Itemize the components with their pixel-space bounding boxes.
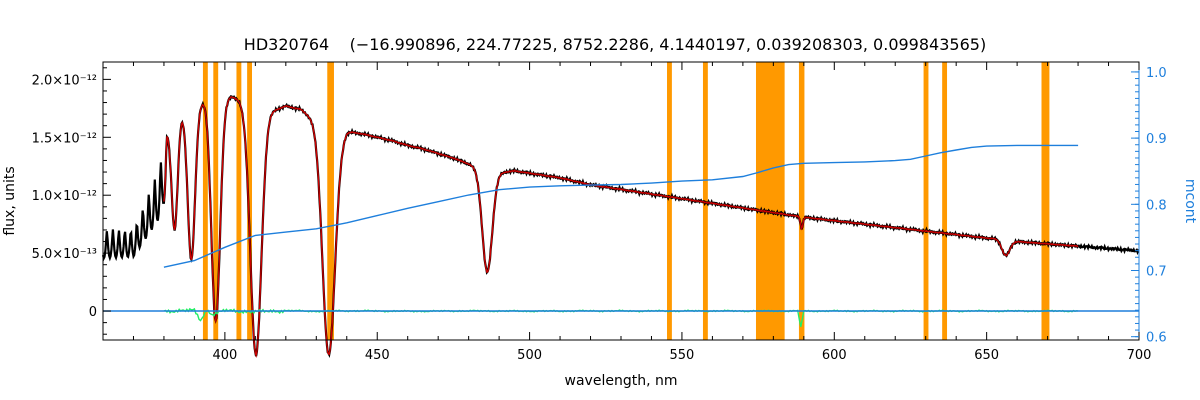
y-axis-label: flux, units <box>2 166 18 235</box>
plot-frame <box>102 61 1140 341</box>
chart-title: HD320764 (−16.990896, 224.77225, 8752.22… <box>244 35 986 54</box>
x-tick-label: 450 <box>365 348 390 363</box>
masked-region <box>923 62 929 340</box>
masked-region <box>942 62 948 340</box>
x-tick-label: 650 <box>974 348 999 363</box>
y2-axis-ticks: 0.6 0.7 0.8 0.9 1.0 <box>1131 66 1167 346</box>
masked-region <box>247 62 253 340</box>
x-axis-ticks: 400 450 500 550 600 650 700 <box>132 62 1152 363</box>
masked-region <box>1041 62 1050 340</box>
masked-region <box>667 62 672 340</box>
masked-region <box>798 62 805 340</box>
y-tick-label: 0 <box>89 305 97 320</box>
x-tick-label: 500 <box>517 348 542 363</box>
masked-region <box>327 62 334 340</box>
series-line <box>101 95 1140 358</box>
series-line <box>163 96 1079 359</box>
y-axis-ticks: 0 5.0×10⁻¹³ 1.0×10⁻¹² 1.5×10⁻¹² 2.0×10⁻¹² <box>32 67 111 335</box>
y2-tick-label: 0.7 <box>1146 265 1167 280</box>
masked-regions <box>202 62 1050 340</box>
masked-region <box>213 62 219 340</box>
masked-region <box>236 62 242 340</box>
masked-region <box>202 62 208 340</box>
y2-axis-label: mcont <box>1182 179 1198 224</box>
y2-tick-label: 0.8 <box>1146 198 1167 213</box>
masked-region <box>755 62 785 340</box>
y2-tick-label: 0.6 <box>1146 331 1167 346</box>
y2-tick-label: 1.0 <box>1146 66 1167 81</box>
y2-tick-label: 0.9 <box>1146 132 1167 147</box>
y-tick-label: 2.0×10⁻¹² <box>32 73 97 88</box>
x-tick-label: 400 <box>212 348 237 363</box>
series-line <box>163 144 1079 268</box>
x-tick-label: 600 <box>822 348 847 363</box>
x-tick-label: 700 <box>1127 348 1152 363</box>
x-tick-label: 550 <box>670 348 695 363</box>
y-tick-label: 1.5×10⁻¹² <box>32 131 97 146</box>
y-tick-label: 1.0×10⁻¹² <box>32 189 97 204</box>
y-tick-label: 5.0×10⁻¹³ <box>32 247 97 262</box>
x-axis-label: wavelength, nm <box>565 373 678 389</box>
spectrum-series <box>101 95 1140 359</box>
